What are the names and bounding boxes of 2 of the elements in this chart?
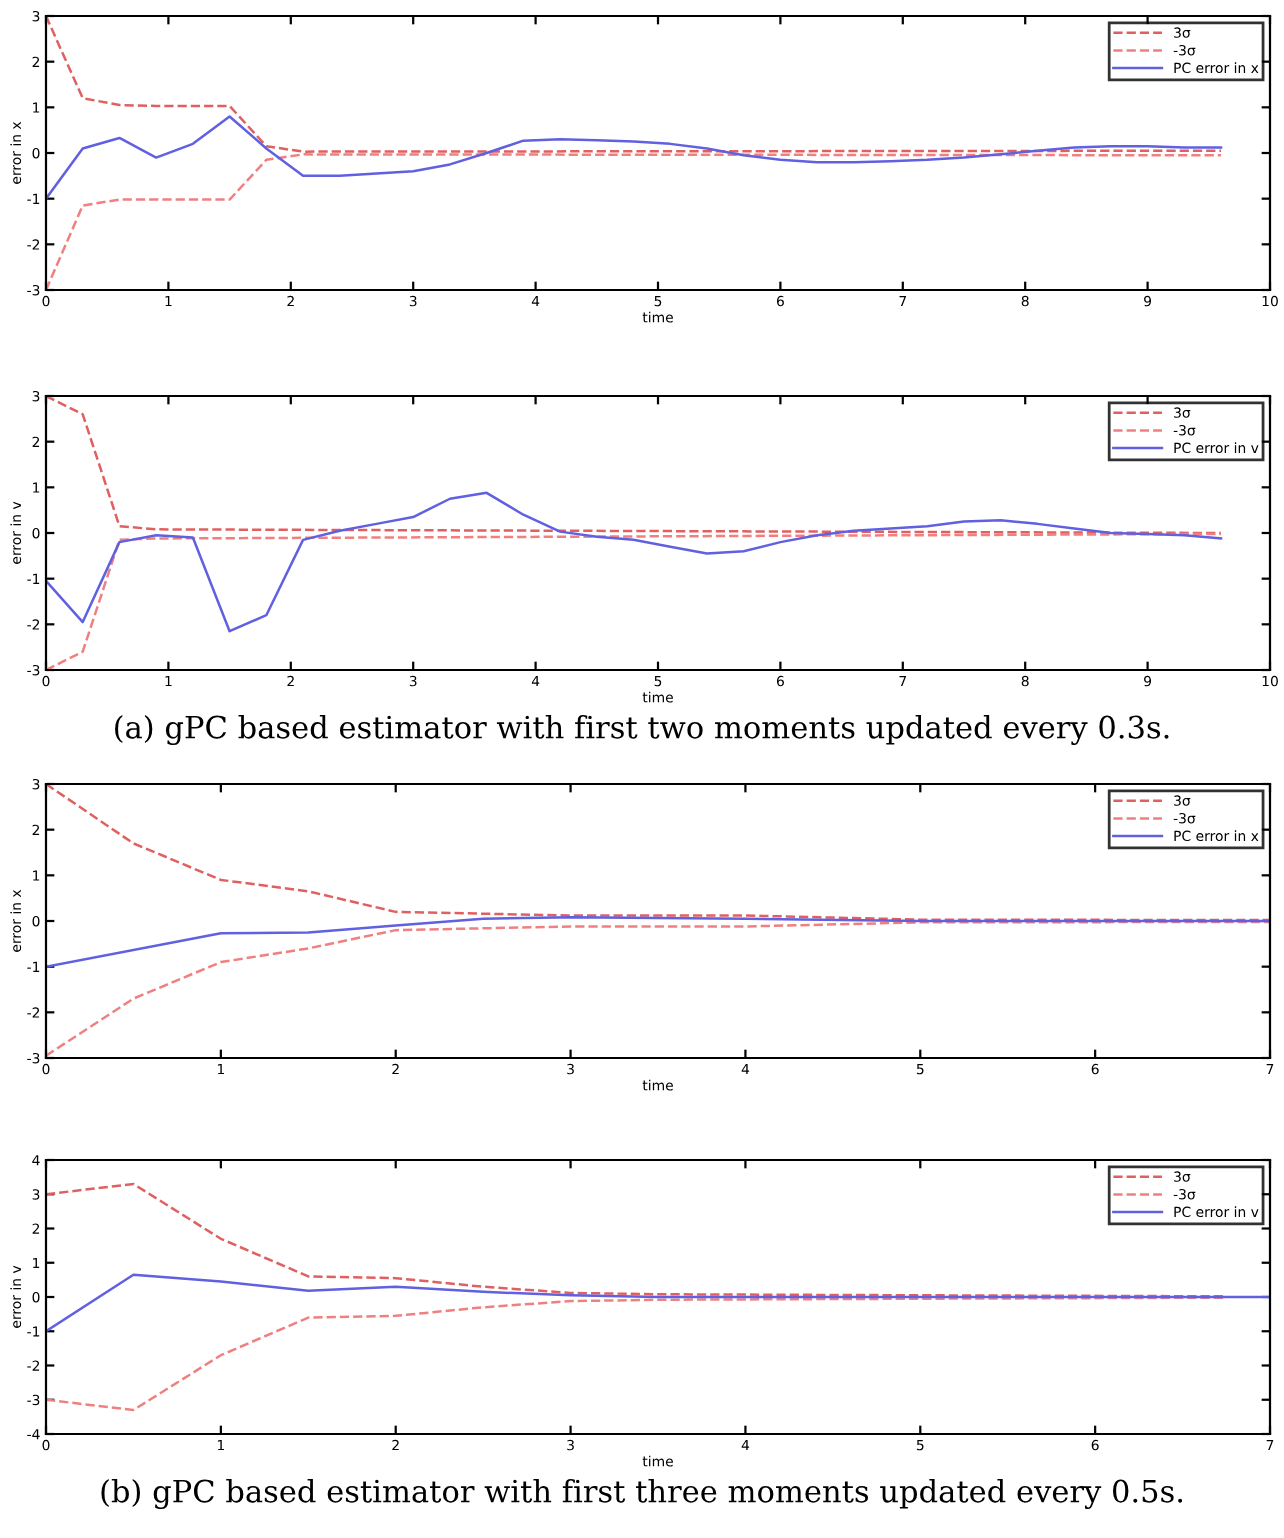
text: (a) gPC based estimator with first two moments updated every 0.3s. (115, 715, 1169, 745)
text: (b) gPC based estimator with first three moments updated every 0.5s. (101, 1479, 1183, 1509)
